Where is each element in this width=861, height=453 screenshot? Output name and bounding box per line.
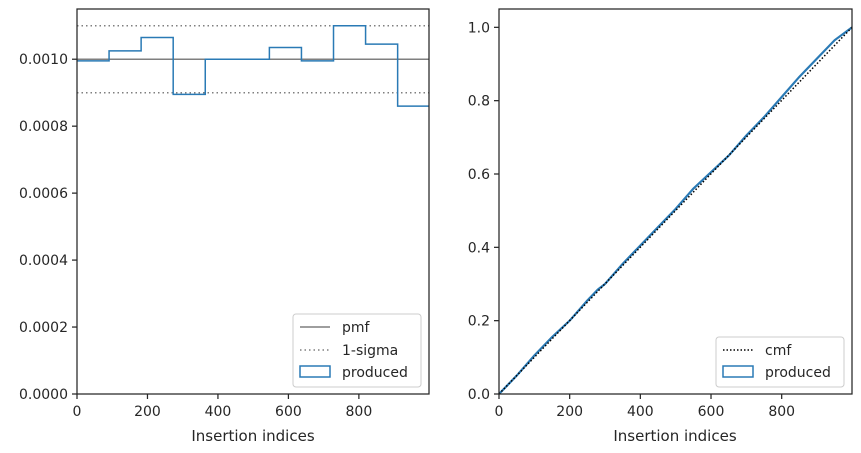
legend-cmf-label: cmf xyxy=(765,343,792,359)
pmf-legend-box xyxy=(292,313,422,388)
pmf-y-tick-label: 0.0010 xyxy=(19,52,68,68)
cmf-line xyxy=(498,26,853,395)
pmf-x-tick-label: 200 xyxy=(134,404,161,420)
pmf-x-ticks: 0 200 400 600 800 xyxy=(73,394,373,420)
cmf-x-tick-label: 200 xyxy=(556,404,583,420)
produced-cumulative-line xyxy=(498,26,853,395)
cmf-x-tick-label: 800 xyxy=(768,404,795,420)
legend-produced-swatch-right xyxy=(722,365,754,378)
pmf-y-tick-label: 0.0004 xyxy=(19,253,68,269)
produced-histogram xyxy=(77,24,429,107)
pmf-axes-frame xyxy=(76,8,430,395)
cmf-axes-frame xyxy=(498,8,853,395)
pmf-plot-area xyxy=(77,24,429,107)
cmf-plot-area xyxy=(498,26,853,395)
cmf-y-tick-label: 0.0 xyxy=(468,387,490,403)
cmf-y-tick-label: 1.0 xyxy=(468,20,490,36)
legend-produced-swatch xyxy=(299,365,331,378)
cmf-legend: cmf produced xyxy=(715,336,845,388)
pmf-y-tick-label: 0.0006 xyxy=(19,186,68,202)
cmf-y-tick-label: 0.4 xyxy=(468,240,490,256)
cmf-y-tick-label: 0.2 xyxy=(468,314,490,330)
pmf-x-tick-label: 0 xyxy=(73,404,82,420)
cmf-y-ticks: 0.0 0.2 0.4 0.6 0.8 1.0 xyxy=(468,20,499,403)
cmf-x-tick-label: 400 xyxy=(627,404,654,420)
pmf-legend: pmf 1-sigma produced xyxy=(292,313,422,388)
cmf-x-ticks: 0 200 400 600 800 xyxy=(495,394,795,420)
cmf-x-axis-label: Insertion indices xyxy=(613,427,736,445)
cmf-x-tick-label: 600 xyxy=(698,404,725,420)
pmf-y-tick-label: 0.0000 xyxy=(19,387,68,403)
pmf-panel: 0 200 400 600 800 0.00000.00020.00040.00060.… xyxy=(19,8,430,445)
cmf-panel: 0 200 400 600 800 0.0 0.2 0.4 0.6 0.8 1.0 Inserti… xyxy=(468,8,853,445)
cmf-x-tick-label: 0 xyxy=(495,404,504,420)
pmf-y-ticks: 0.0000 0.0002 0.0004 0.0006 0.0008 0.0010 xyxy=(19,52,77,403)
pmf-x-tick-label: 600 xyxy=(275,404,302,420)
legend-produced-label: produced xyxy=(342,365,408,381)
pmf-y-tick-label: 0.0002 xyxy=(19,320,68,336)
pmf-x-tick-label: 800 xyxy=(346,404,373,420)
pmf-y-tick-label: 0.0008 xyxy=(19,119,68,135)
legend-pmf-label: pmf xyxy=(342,320,371,336)
legend-produced-label-right: produced xyxy=(765,365,831,381)
cmf-y-tick-label: 0.8 xyxy=(468,94,490,110)
legend-sigma-label: 1-sigma xyxy=(342,343,398,359)
cmf-y-tick-label: 0.6 xyxy=(468,167,490,183)
pmf-x-tick-label: 400 xyxy=(205,404,232,420)
pmf-x-axis-label: Insertion indices xyxy=(191,427,314,445)
